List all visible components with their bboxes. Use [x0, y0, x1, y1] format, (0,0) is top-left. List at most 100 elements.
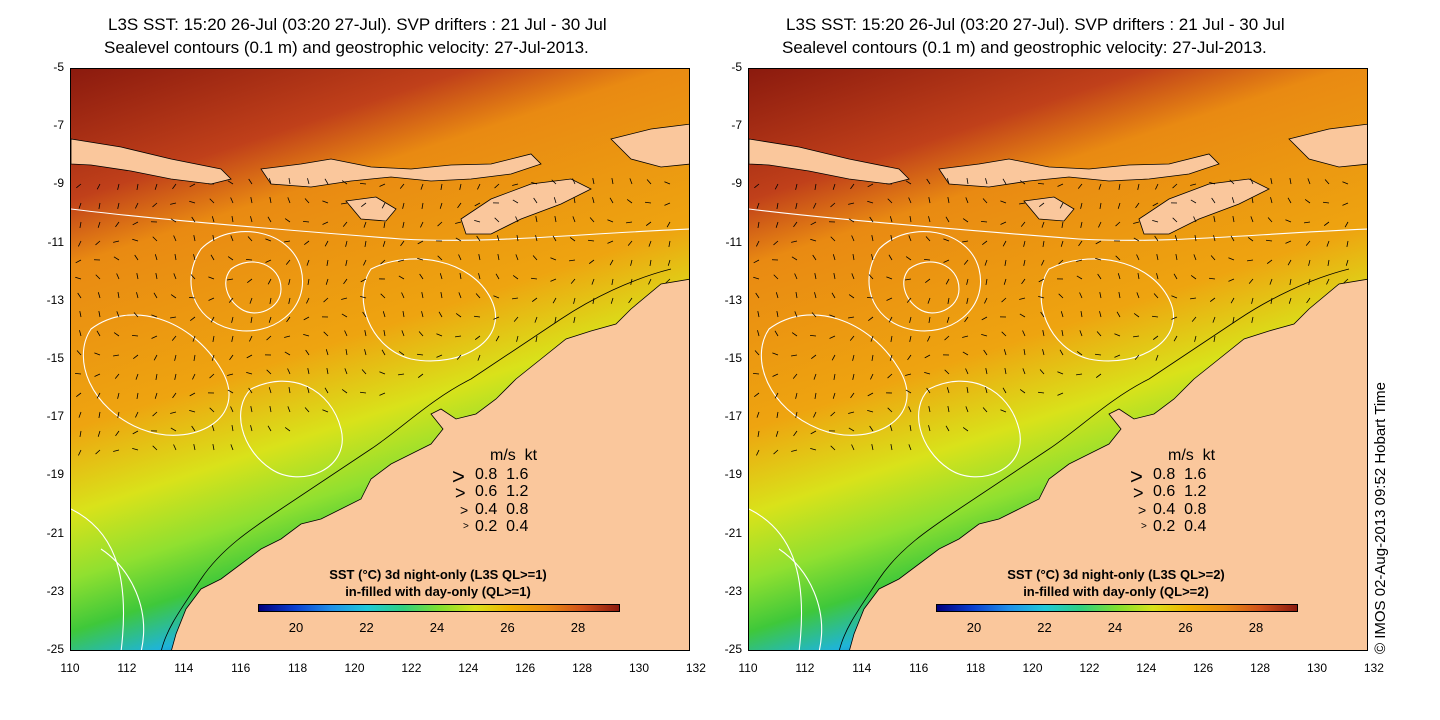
credit-label: © IMOS 02-Aug-2013 09:52 Hobart Time: [1372, 381, 1389, 654]
lat-tick-label: -25: [724, 642, 742, 656]
panel-title-line1: L3S SST: 15:20 26-Jul (03:20 27-Jul). SV…: [108, 15, 607, 34]
sumba-island: [1023, 196, 1075, 222]
colorbar-tick-label: 26: [1178, 620, 1193, 635]
colorbar-tick-label: 24: [429, 620, 445, 635]
velocity-legend-header: m/s kt: [1168, 447, 1216, 464]
sealevel-contour: [1040, 258, 1175, 362]
lon-tick-label: 120: [344, 661, 365, 675]
lon-tick-label: 130: [628, 661, 650, 675]
lon-tick-label: 112: [795, 661, 815, 675]
legend-arrow-icon: >: [455, 483, 466, 503]
velocity-legend-row: 0.6 1.2: [1153, 483, 1207, 500]
sst-colorbar: [258, 604, 620, 612]
colorbar-tick-label: 20: [966, 620, 982, 635]
colorbar-tick-label: 22: [359, 620, 374, 635]
colorbar-caption-line2: in-filled with day-only (QL>=2): [1023, 584, 1209, 599]
sst-colorbar: [936, 604, 1298, 612]
velocity-legend-row: 0.4 0.8: [475, 501, 529, 518]
colorbar-tick-label: 20: [288, 620, 304, 635]
velocity-arrows: [752, 178, 1349, 456]
lat-tick-label: -11: [725, 234, 742, 249]
lat-tick-label: -23: [724, 583, 742, 598]
lon-tick-label: 122: [401, 661, 422, 675]
lat-tick-label: -11: [47, 234, 64, 249]
legend-arrow-icon: >: [1138, 502, 1147, 518]
lon-tick-label: 130: [1306, 661, 1328, 675]
timor-island: [460, 178, 592, 235]
lon-tick-label: 128: [1250, 661, 1271, 675]
lon-tick-label: 110: [738, 661, 758, 675]
velocity-legend-row: 0.8 1.6: [475, 466, 529, 483]
lon-tick-label: 114: [174, 661, 194, 675]
colorbar-tick-label: 24: [1107, 620, 1123, 635]
velocity-legend-row: 0.2 0.4: [475, 518, 529, 535]
lat-tick-label: -21: [46, 525, 64, 540]
sealevel-contour: [82, 314, 230, 436]
sumba-island: [345, 196, 397, 222]
lat-tick-label: -13: [724, 292, 742, 307]
velocity-legend-row: 0.6 1.2: [475, 483, 529, 500]
legend-arrow-icon: >: [452, 464, 465, 489]
lon-tick-label: 128: [572, 661, 593, 675]
sealevel-contour: [760, 314, 908, 436]
island-east: [610, 123, 689, 168]
sealevel-contour: [100, 548, 145, 650]
lat-tick-label: -25: [46, 642, 64, 656]
lon-tick-label: 132: [685, 661, 706, 675]
sst-map[interactable]: [70, 68, 690, 651]
sst-map[interactable]: [748, 68, 1368, 651]
lon-tick-label: 124: [1136, 661, 1157, 675]
lat-tick-label: -5: [731, 60, 742, 74]
lat-tick-label: -13: [46, 292, 64, 307]
sealevel-contour: [71, 508, 125, 650]
lon-tick-label: 118: [288, 661, 308, 675]
velocity-legend-row: 0.2 0.4: [1153, 518, 1207, 535]
lon-tick-label: 122: [1079, 661, 1100, 675]
lon-tick-label: 118: [966, 661, 986, 675]
sealevel-contour: [190, 231, 304, 332]
colorbar-tick-label: 22: [1037, 620, 1052, 635]
legend-arrow-icon: >: [1130, 464, 1143, 489]
lat-tick-label: -9: [53, 176, 64, 191]
lat-tick-label: -19: [724, 467, 742, 482]
australia-landmass: [849, 278, 1367, 650]
lat-tick-label: -19: [46, 467, 64, 482]
lat-tick-label: -17: [46, 409, 64, 424]
sealevel-contour: [749, 208, 1367, 241]
lat-tick-label: -15: [46, 351, 64, 365]
lon-tick-label: 112: [117, 661, 137, 675]
sealevel-contour: [778, 548, 823, 650]
lat-tick-label: -7: [731, 118, 742, 133]
panel-title-line1: L3S SST: 15:20 26-Jul (03:20 27-Jul). SV…: [786, 15, 1285, 34]
panel-title-line2: Sealevel contours (0.1 m) and geostrophi…: [104, 38, 589, 57]
sealevel-contour: [71, 208, 689, 241]
velocity-arrows: [74, 178, 671, 456]
panel-title-line2: Sealevel contours (0.1 m) and geostrophi…: [782, 38, 1267, 57]
sealevel-contour: [362, 258, 497, 362]
lon-tick-label: 110: [60, 661, 80, 675]
lon-tick-label: 126: [515, 661, 536, 675]
legend-arrow-icon: >: [1133, 483, 1144, 503]
lon-tick-label: 132: [1363, 661, 1384, 675]
velocity-legend-row: 0.4 0.8: [1153, 501, 1207, 518]
sealevel-contour: [225, 261, 282, 314]
lesser-sunda-islands: [938, 153, 1220, 188]
lon-tick-label: 120: [1022, 661, 1043, 675]
bathymetry-contour: [839, 268, 1350, 650]
island-east: [1288, 123, 1367, 168]
lat-tick-label: -9: [731, 176, 742, 191]
lon-tick-label: 116: [909, 661, 929, 675]
colorbar-caption-line1: SST (°C) 3d night-only (L3S QL>=2): [1007, 567, 1225, 582]
sealevel-contour: [918, 380, 1021, 478]
legend-arrow-icon: >: [463, 521, 469, 532]
timor-island: [1138, 178, 1270, 235]
lon-tick-label: 116: [231, 661, 251, 675]
lat-tick-label: -5: [53, 60, 64, 74]
legend-arrow-icon: >: [460, 502, 469, 518]
lat-tick-label: -15: [724, 351, 742, 365]
sealevel-contour: [868, 231, 982, 332]
lesser-sunda-islands: [260, 153, 542, 188]
colorbar-tick-label: 26: [500, 620, 515, 635]
sealevel-contour: [749, 508, 803, 650]
colorbar-tick-label: 28: [570, 620, 586, 635]
